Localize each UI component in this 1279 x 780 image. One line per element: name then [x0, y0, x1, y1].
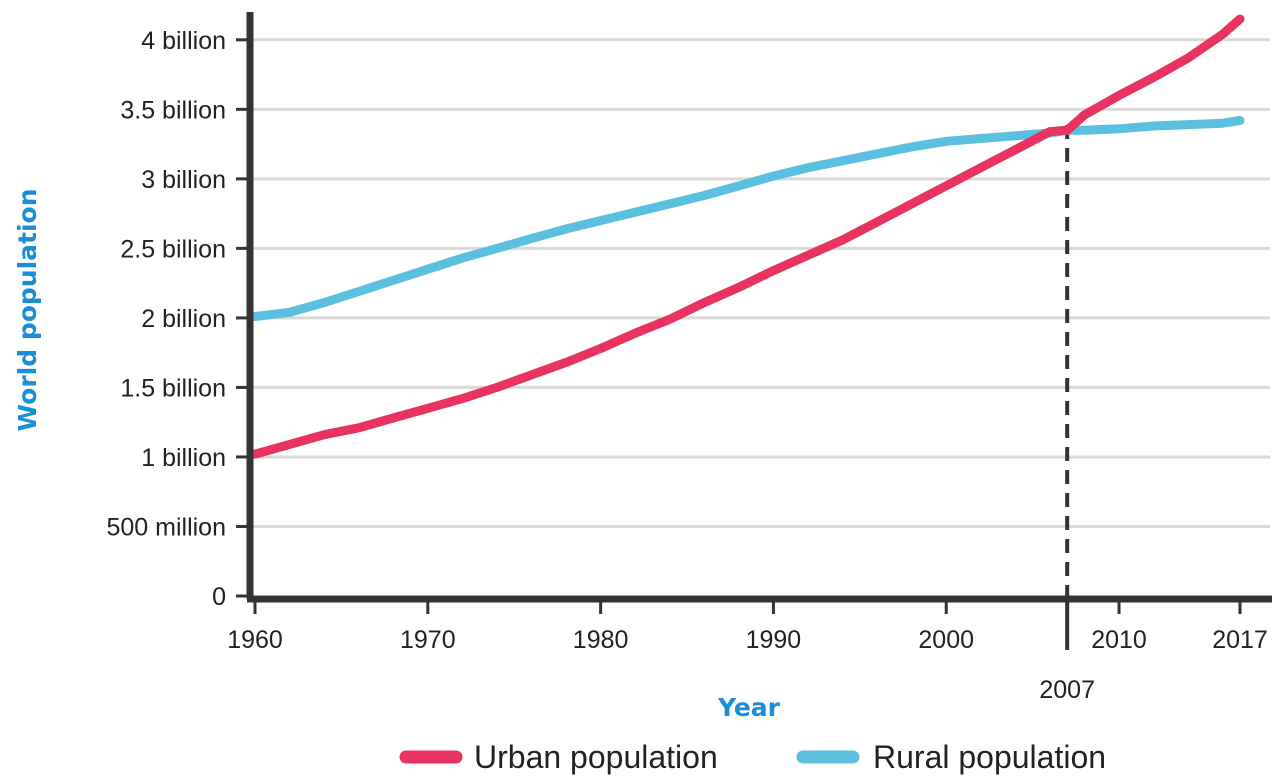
y-tick-label: 3 billion — [141, 166, 226, 194]
y-tick-label: 2 billion — [141, 305, 226, 333]
x-tick-label: 2000 — [918, 626, 974, 654]
y-tick-label: 500 million — [106, 513, 226, 541]
y-tick-label: 3.5 billion — [120, 96, 226, 124]
y-tick-label: 1 billion — [141, 444, 226, 472]
y-axis-ticks: 0 500 million 1 billion 1.5 billion 2 billio… — [106, 27, 250, 611]
x-tick-label: 2017 — [1212, 626, 1268, 654]
y-tick-label: 1.5 billion — [120, 374, 226, 402]
x-axis-ticks: 1960 1970 1980 1990 2000 2010 2017 — [227, 599, 1268, 654]
annotation-2007: 2007 — [1039, 125, 1095, 704]
x-tick-label: 1980 — [573, 626, 629, 654]
x-tick-label: 2010 — [1091, 626, 1147, 654]
gridlines — [250, 38, 1270, 528]
rural-population-line — [250, 116, 1245, 321]
y-tick-label: 4 billion — [141, 27, 226, 55]
axes — [246, 12, 1272, 603]
legend-label-urban-population: Urban population — [474, 739, 718, 775]
x-tick-label: 1960 — [227, 626, 283, 654]
y-tick-label: 2.5 billion — [120, 235, 226, 263]
legend-label-rural-population: Rural population — [873, 739, 1106, 775]
annotation-label: 2007 — [1039, 676, 1095, 704]
x-tick-label: 1990 — [746, 626, 802, 654]
y-axis-title: World population — [13, 188, 42, 431]
x-tick-label: 1970 — [400, 626, 456, 654]
x-axis-title: Year — [717, 693, 781, 722]
y-tick-label: 0 — [212, 583, 226, 611]
series-lines — [250, 14, 1245, 459]
legend: Urban population Rural population — [399, 739, 1106, 775]
urban-population-line — [250, 14, 1245, 459]
